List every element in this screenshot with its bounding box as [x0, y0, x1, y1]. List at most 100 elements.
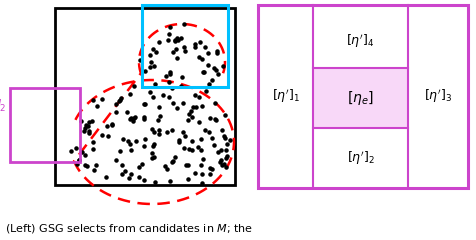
Point [198, 172, 206, 176]
Point [151, 82, 159, 86]
Point [113, 110, 120, 114]
Point [116, 99, 123, 103]
Point [179, 101, 187, 105]
Point [202, 89, 209, 93]
Point [196, 120, 203, 124]
Point [217, 148, 224, 152]
Point [200, 70, 208, 74]
Bar [142, 5, 228, 87]
Point [169, 159, 177, 163]
Point [164, 131, 171, 134]
Point [92, 163, 100, 167]
Text: $[\eta']_4$: $[\eta']_4$ [347, 33, 375, 50]
Point [180, 45, 188, 49]
Point [198, 148, 205, 152]
Point [140, 102, 148, 106]
Point [198, 57, 206, 61]
Point [197, 138, 204, 141]
Point [136, 175, 143, 179]
Point [199, 70, 207, 74]
Point [126, 117, 133, 121]
Point [166, 179, 173, 183]
Point [210, 66, 218, 70]
Point [172, 47, 179, 51]
Point [218, 158, 225, 162]
Point [208, 78, 216, 82]
Point [173, 56, 181, 60]
Point [205, 82, 213, 86]
Point [149, 144, 157, 148]
Point [140, 115, 148, 119]
Point [180, 146, 188, 150]
Point [165, 32, 173, 36]
Point [166, 72, 174, 76]
Point [131, 115, 139, 119]
Point [130, 84, 138, 88]
Point [223, 154, 231, 158]
Point [214, 150, 221, 154]
Point [191, 94, 198, 97]
Point [152, 180, 159, 184]
Point [140, 144, 148, 148]
Point [168, 128, 176, 132]
Point [226, 138, 234, 142]
Point [150, 64, 158, 68]
Point [188, 148, 196, 151]
Point [213, 51, 221, 55]
Point [146, 90, 153, 94]
Point [177, 84, 185, 88]
Point [184, 163, 191, 167]
Point [162, 74, 170, 78]
Point [72, 146, 80, 150]
Point [90, 168, 98, 172]
Point [208, 136, 216, 140]
Point [212, 118, 220, 121]
Text: $[\eta']_3$: $[\eta']_3$ [424, 88, 452, 105]
Point [150, 156, 158, 159]
Point [220, 134, 228, 138]
Point [105, 134, 112, 138]
Point [130, 116, 138, 120]
Point [205, 130, 212, 134]
Point [213, 49, 221, 53]
Point [75, 158, 83, 162]
Point [83, 123, 90, 127]
Point [206, 172, 214, 176]
Bar [55, 8, 235, 185]
Point [221, 136, 228, 140]
Point [166, 26, 174, 30]
Point [124, 139, 131, 143]
Point [202, 128, 209, 132]
Point [152, 50, 159, 54]
Point [211, 101, 218, 105]
Point [129, 119, 137, 123]
Point [119, 137, 127, 141]
Point [78, 150, 86, 154]
Point [112, 158, 120, 162]
Point [127, 116, 135, 120]
Point [85, 120, 93, 124]
Point [140, 178, 148, 181]
Point [80, 129, 88, 133]
Point [141, 69, 149, 73]
Point [180, 22, 188, 26]
Point [185, 112, 192, 115]
Point [108, 123, 116, 126]
Point [197, 163, 205, 167]
Point [206, 116, 214, 120]
Point [173, 106, 180, 110]
Point [221, 113, 228, 117]
Point [121, 169, 129, 173]
Point [156, 105, 163, 109]
Point [197, 40, 204, 44]
Point [195, 55, 203, 59]
Point [161, 164, 169, 168]
Point [194, 145, 202, 149]
Bar [313, 68, 408, 128]
Point [165, 95, 173, 99]
Point [198, 181, 206, 185]
Point [73, 162, 81, 166]
Point [156, 114, 164, 118]
Point [127, 173, 135, 176]
Point [169, 50, 177, 54]
